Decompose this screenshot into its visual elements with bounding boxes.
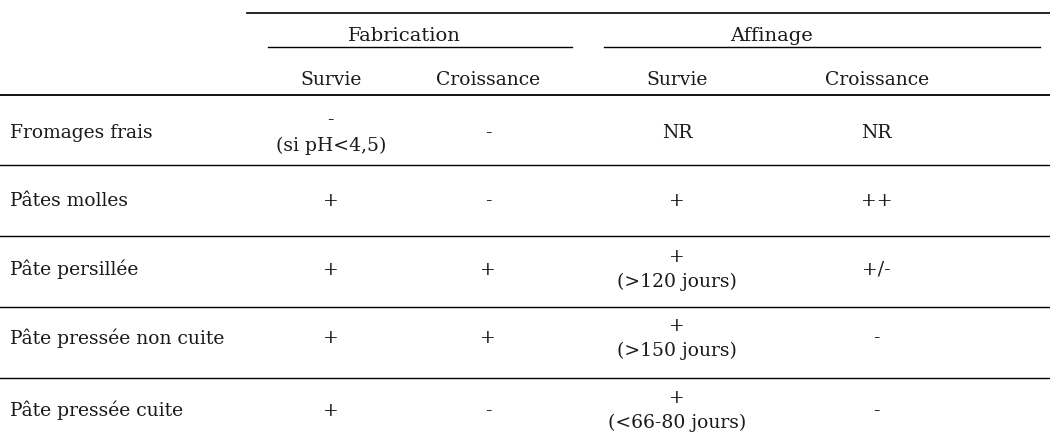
Text: ++: ++: [861, 192, 892, 210]
Text: Fromages frais: Fromages frais: [10, 124, 153, 142]
Text: Pâte persillée: Pâte persillée: [10, 260, 139, 279]
Text: -: -: [874, 402, 880, 420]
Text: +/-: +/-: [862, 261, 891, 278]
Text: +: +: [323, 192, 338, 210]
Text: NR: NR: [861, 124, 892, 142]
Text: -: -: [485, 124, 491, 142]
Text: Pâte pressée non cuite: Pâte pressée non cuite: [10, 329, 225, 348]
Text: +
(>120 jours): + (>120 jours): [617, 248, 737, 291]
Text: Fabrication: Fabrication: [348, 27, 461, 44]
Text: +: +: [323, 261, 338, 278]
Text: Pâte pressée cuite: Pâte pressée cuite: [10, 401, 184, 420]
Text: +: +: [481, 261, 496, 278]
Text: +
(<66-80 jours): + (<66-80 jours): [608, 389, 747, 432]
Text: Affinage: Affinage: [731, 27, 813, 44]
Text: +
(>150 jours): + (>150 jours): [617, 317, 737, 360]
Text: NR: NR: [662, 124, 693, 142]
Text: +: +: [670, 192, 685, 210]
Text: Croissance: Croissance: [436, 71, 541, 89]
Text: Survie: Survie: [647, 71, 708, 89]
Text: +: +: [323, 402, 338, 420]
Text: -: -: [874, 329, 880, 347]
Text: +: +: [323, 329, 338, 347]
Text: -: -: [485, 402, 491, 420]
Text: Croissance: Croissance: [824, 71, 929, 89]
Text: -: -: [485, 192, 491, 210]
Text: Survie: Survie: [300, 71, 361, 89]
Text: Pâtes molles: Pâtes molles: [10, 192, 128, 210]
Text: +: +: [481, 329, 496, 347]
Text: -
(si pH<4,5): - (si pH<4,5): [275, 111, 386, 155]
